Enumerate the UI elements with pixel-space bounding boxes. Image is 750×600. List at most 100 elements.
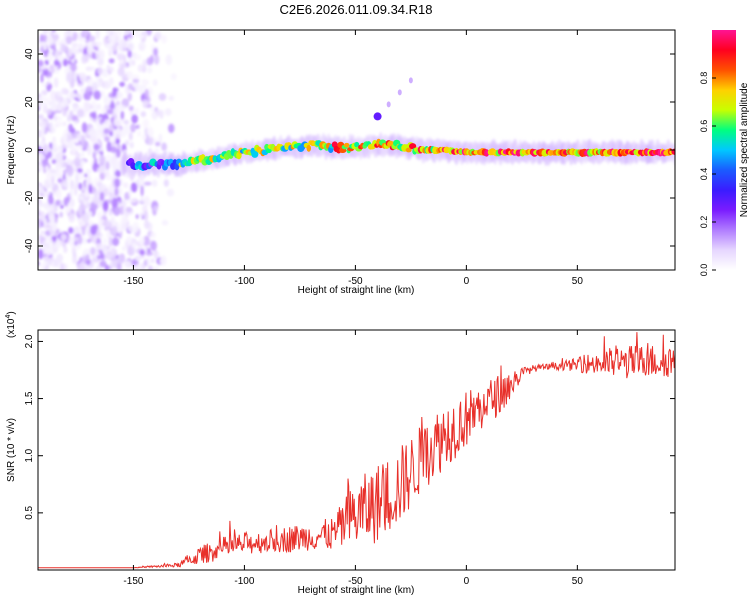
- spectrogram-noise-blob: [55, 199, 61, 206]
- snr-x-tick-label: -50: [348, 576, 363, 587]
- spectrogram-noise-blob: [127, 42, 135, 51]
- spectrogram-noise-blob: [147, 126, 154, 138]
- spectrogram-noise-blob: [38, 118, 44, 124]
- spectrogram-noise-blob: [158, 133, 163, 144]
- spectrogram-noise-blob: [54, 213, 58, 225]
- spectrogram-noise-blob: [142, 84, 147, 89]
- spectrogram-noise-blob: [105, 161, 110, 170]
- spectrogram-noise-blob: [47, 238, 53, 244]
- spectrogram-noise-blob: [67, 202, 72, 214]
- spectrogram-noise-blob: [139, 212, 144, 218]
- spectrogram-noise-blob: [147, 247, 151, 254]
- spectrogram-noise-blob: [87, 144, 92, 156]
- colorbar-tick-label: 0.8: [699, 72, 709, 85]
- spectrogram-ridge-blob: [405, 147, 412, 153]
- snr-scale-label: (x104): [5, 311, 17, 338]
- spectrogram-y-tick-label: -20: [24, 190, 35, 205]
- spectrogram-noise-blob: [96, 255, 103, 260]
- spectrogram-noise-blob: [140, 185, 144, 197]
- spectrogram-noise-blob: [62, 141, 69, 149]
- spectrogram-noise-blob: [93, 143, 100, 151]
- spectrogram-noise-blob: [163, 179, 169, 187]
- spectrogram-ridge-blob: [306, 144, 312, 152]
- spectrogram-noise-blob: [86, 44, 93, 55]
- spectrogram-noise-blob: [154, 31, 162, 41]
- spectrogram-panel: -150 -100 -50 0 50 -40 -20 0 20 40 Height of str…: [6, 29, 676, 296]
- spectrogram-noise-blob: [117, 37, 122, 44]
- spectrogram-noise-blob: [112, 206, 121, 216]
- spectrogram-noise-blob: [112, 237, 120, 247]
- spectrogram-noise-blob: [152, 79, 158, 86]
- spectrogram-noise-blob: [84, 53, 89, 63]
- spectrogram-noise-blob: [104, 264, 110, 270]
- spectrogram-noise-blob: [104, 136, 110, 142]
- spectrogram-noise-blob: [133, 83, 139, 88]
- spectrogram-noise-blob: [60, 233, 68, 241]
- spectrogram-noise-blob: [40, 73, 44, 83]
- spectrogram-noise-blob: [84, 253, 90, 261]
- spectrogram-noise-blob: [109, 131, 113, 137]
- spectrogram-noise-blob: [45, 191, 51, 196]
- spectrogram-noise-blob: [114, 178, 121, 188]
- spectrogram-x-tick-label: -100: [234, 276, 254, 287]
- colorbar-gradient: [712, 30, 736, 270]
- spectrogram-noise-blob: [137, 130, 142, 137]
- spectrogram-noise-blob: [70, 90, 75, 99]
- spectrogram-noise-blob: [78, 182, 83, 190]
- spectrogram-noise-blob: [59, 211, 63, 218]
- spectrogram-noise-blob: [113, 120, 122, 127]
- spectrogram-noise-blob: [126, 198, 133, 203]
- spectrogram-noise-blob: [67, 114, 72, 122]
- snr-x-tick-label: 50: [572, 576, 584, 587]
- spectrogram-noise-blob: [50, 175, 55, 186]
- spectrogram-noise-blob: [38, 66, 42, 74]
- spectrogram-noise-blob: [132, 221, 139, 233]
- spectrogram-x-tick-label: -150: [123, 276, 143, 287]
- spectrogram-noise-blob: [140, 196, 145, 204]
- spectrogram-noise-blob: [140, 111, 147, 118]
- spectrogram-noise-blob: [104, 96, 111, 106]
- spectrogram-y-tick-label: 20: [24, 96, 35, 108]
- spectrogram-noise-blob: [112, 87, 117, 97]
- spectrogram-noise-blob: [134, 107, 140, 115]
- spectrogram-noise-blob: [51, 221, 58, 232]
- spectrogram-noise-blob: [74, 156, 81, 168]
- spectrogram-noise-blob: [104, 119, 110, 126]
- spectrogram-noise-blob: [110, 246, 116, 256]
- spectrogram-noise-blob: [99, 155, 106, 166]
- spectrogram-noise-blob: [125, 206, 133, 213]
- spectrogram-y-tick-label: 0: [24, 147, 35, 153]
- spectrogram-noise-blob: [95, 30, 100, 40]
- spectrogram-noise-blob: [76, 144, 84, 150]
- spectrogram-noise-blob: [138, 33, 145, 39]
- spectrogram-noise-blob: [46, 84, 53, 89]
- spectrogram-noise-blob: [49, 204, 54, 211]
- spectrogram-noise-blob: [117, 67, 125, 77]
- colorbar-tick-label: 0.0: [699, 264, 709, 277]
- spectrogram-noise-blob: [81, 151, 85, 158]
- colorbar: 0.0 0.2 0.4 0.6 0.8 Normalized spectral ampl…: [699, 30, 750, 276]
- spectrogram-noise-blob: [39, 211, 46, 222]
- snr-y-tick-label: 2.0: [24, 334, 35, 348]
- spectrogram-noise-blob: [97, 81, 103, 87]
- spectrogram-noise-blob: [108, 58, 115, 64]
- spectrogram-noise-blob: [148, 265, 153, 270]
- spectrogram-noise-blob: [139, 236, 145, 246]
- spectrogram-noise-blob: [101, 184, 107, 190]
- spectrogram-noise-blob: [154, 251, 160, 259]
- spectrogram-noise-blob: [57, 121, 64, 127]
- spectrogram-noise-blob: [57, 145, 63, 150]
- spectrogram-noise-blob: [160, 255, 167, 266]
- spectrogram-noise-blob: [40, 131, 45, 137]
- spectrogram-noise-blob: [134, 54, 142, 60]
- snr-x-label: Height of straight line (km): [298, 585, 415, 596]
- spectrogram-noise-blob: [168, 95, 175, 101]
- snr-y-label: SNR (10 * v/v): [6, 418, 17, 482]
- spectrogram-noise-blob: [43, 179, 51, 190]
- spectrogram-noise-blob: [53, 59, 60, 67]
- spectrogram-noise-region: [38, 30, 177, 270]
- spectrogram-noise-blob: [117, 92, 124, 99]
- spectrogram-noise-blob: [97, 167, 103, 174]
- spectrogram-noise-blob: [84, 248, 88, 256]
- spectrogram-noise-blob: [123, 182, 129, 189]
